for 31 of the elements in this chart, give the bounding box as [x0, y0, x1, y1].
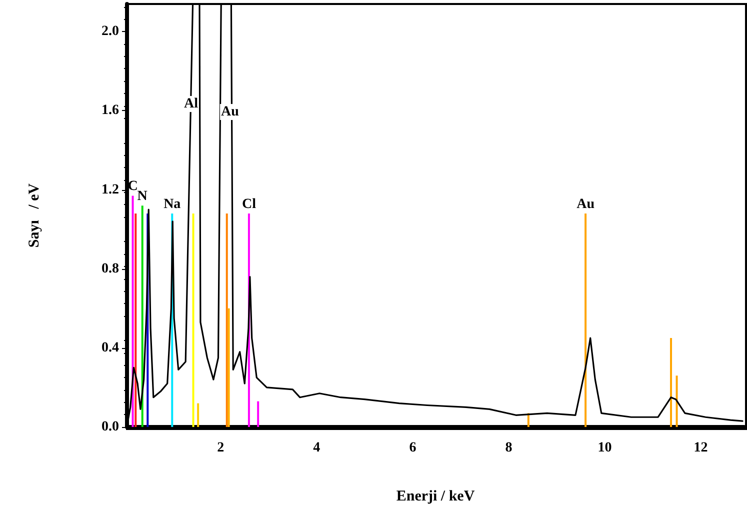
y-tick-label: 1.2: [102, 182, 119, 198]
annotation: Na: [164, 197, 181, 212]
annotation: Al: [184, 96, 198, 112]
y-tick-label: 2.0: [102, 24, 119, 40]
y-tick-label: 0.8: [102, 261, 119, 276]
annotation: Au: [221, 104, 240, 120]
bar: [192, 214, 194, 427]
bar: [670, 338, 672, 427]
x-tick-label: 4: [313, 440, 320, 456]
y-tick-label: 0.4: [102, 340, 119, 356]
y-tick-label: 0.0: [102, 420, 119, 434]
y-axis-title: Sayı / eV: [26, 183, 42, 248]
annotation: Cl: [242, 197, 256, 212]
x-tick-label: 6: [409, 440, 416, 456]
bar: [676, 376, 678, 427]
bar: [228, 308, 230, 427]
x-tick-label: 2: [217, 440, 224, 456]
bar: [257, 401, 260, 427]
annotation: Au: [576, 197, 595, 212]
bar: [226, 214, 228, 427]
bar: [141, 206, 144, 427]
x-tick-label: 8: [505, 440, 512, 456]
y-tick-label: 1.6: [102, 103, 119, 118]
bar: [134, 214, 137, 427]
bar: [132, 196, 134, 427]
x-axis-title: Enerji / keV: [396, 488, 475, 504]
bar: [584, 214, 587, 427]
bar: [197, 403, 200, 427]
x-tick-label: 10: [598, 440, 612, 456]
annotation: N: [137, 189, 148, 204]
x-tick-label: 12: [694, 440, 708, 456]
